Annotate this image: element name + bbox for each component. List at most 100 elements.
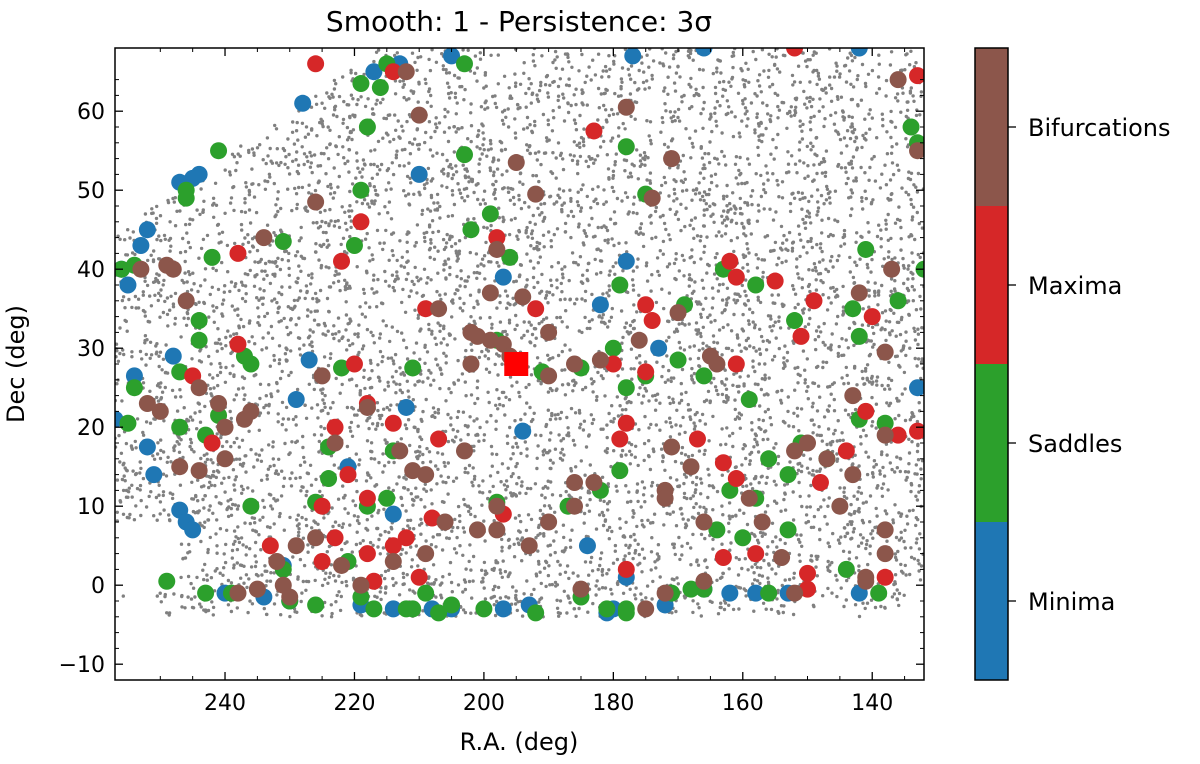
galaxy-point bbox=[869, 339, 873, 343]
galaxy-point bbox=[914, 463, 918, 467]
galaxy-point bbox=[310, 170, 314, 175]
galaxy-point bbox=[757, 573, 762, 577]
galaxy-point bbox=[444, 480, 448, 485]
galaxy-point bbox=[692, 421, 696, 425]
galaxy-point bbox=[243, 197, 247, 201]
galaxy-point bbox=[459, 269, 463, 273]
galaxy-point bbox=[219, 502, 223, 506]
galaxy-point bbox=[690, 453, 695, 458]
galaxy-point bbox=[815, 171, 819, 176]
galaxy-point bbox=[776, 104, 780, 109]
galaxy-point bbox=[796, 190, 801, 195]
galaxy-point bbox=[525, 329, 530, 333]
galaxy-point bbox=[875, 136, 879, 140]
galaxy-point bbox=[243, 454, 247, 458]
galaxy-point bbox=[733, 211, 737, 215]
galaxy-point bbox=[356, 335, 360, 339]
galaxy-point bbox=[580, 101, 584, 105]
galaxy-point bbox=[764, 126, 768, 131]
galaxy-point bbox=[692, 260, 696, 265]
galaxy-point bbox=[226, 499, 230, 503]
galaxy-point bbox=[899, 110, 903, 114]
galaxy-point bbox=[713, 91, 718, 96]
galaxy-point bbox=[797, 148, 802, 152]
galaxy-point bbox=[756, 145, 760, 150]
galaxy-point bbox=[305, 155, 309, 159]
galaxy-point bbox=[647, 65, 651, 69]
galaxy-point bbox=[175, 409, 180, 413]
galaxy-point bbox=[172, 592, 176, 596]
galaxy-point bbox=[264, 394, 268, 398]
galaxy-point bbox=[597, 106, 601, 110]
galaxy-point bbox=[790, 73, 795, 78]
galaxy-point bbox=[895, 466, 899, 470]
galaxy-point bbox=[308, 165, 313, 169]
galaxy-point bbox=[885, 401, 889, 405]
galaxy-point bbox=[445, 343, 449, 347]
galaxy-point bbox=[738, 211, 743, 216]
galaxy-point bbox=[555, 598, 559, 602]
galaxy-point bbox=[659, 447, 664, 451]
galaxy-point bbox=[571, 389, 575, 393]
galaxy-point bbox=[709, 381, 713, 385]
galaxy-point bbox=[486, 106, 490, 110]
galaxy-point bbox=[167, 613, 171, 617]
galaxy-point bbox=[275, 147, 279, 151]
galaxy-point bbox=[371, 543, 375, 547]
galaxy-point bbox=[562, 589, 566, 593]
galaxy-point bbox=[646, 156, 650, 160]
galaxy-point bbox=[550, 411, 554, 416]
galaxy-point bbox=[607, 568, 611, 572]
galaxy-point bbox=[378, 101, 383, 105]
galaxy-point bbox=[701, 341, 705, 345]
galaxy-point bbox=[529, 82, 533, 86]
galaxy-point bbox=[288, 476, 292, 481]
galaxy-point bbox=[665, 354, 669, 358]
galaxy-point bbox=[731, 191, 735, 195]
galaxy-point bbox=[564, 83, 569, 87]
galaxy-point bbox=[522, 592, 526, 596]
galaxy-point bbox=[234, 475, 238, 479]
galaxy-point bbox=[556, 611, 561, 615]
galaxy-point bbox=[703, 448, 707, 453]
galaxy-point bbox=[155, 395, 159, 400]
galaxy-point bbox=[534, 174, 539, 178]
galaxy-point bbox=[763, 362, 767, 366]
galaxy-point bbox=[535, 158, 539, 162]
galaxy-point bbox=[509, 474, 514, 479]
galaxy-point bbox=[790, 249, 795, 253]
galaxy-point bbox=[482, 137, 486, 141]
galaxy-point bbox=[281, 417, 285, 421]
galaxy-point bbox=[756, 153, 761, 157]
galaxy-point bbox=[785, 126, 789, 130]
galaxy-point bbox=[348, 234, 352, 239]
galaxy-point bbox=[556, 94, 561, 98]
galaxy-point bbox=[242, 581, 246, 585]
galaxy-point bbox=[605, 435, 609, 440]
galaxy-point bbox=[447, 387, 451, 391]
galaxy-point bbox=[189, 441, 194, 445]
galaxy-point bbox=[582, 229, 586, 233]
galaxy-point bbox=[377, 537, 381, 542]
galaxy-point bbox=[522, 61, 526, 65]
galaxy-point bbox=[552, 539, 556, 543]
galaxy-point bbox=[556, 353, 561, 358]
galaxy-point bbox=[815, 469, 819, 473]
galaxy-point bbox=[314, 477, 318, 482]
galaxy-point bbox=[820, 231, 824, 235]
galaxy-point bbox=[843, 408, 848, 412]
galaxy-point bbox=[399, 372, 403, 376]
galaxy-point bbox=[155, 237, 159, 242]
galaxy-point bbox=[746, 67, 750, 72]
galaxy-point bbox=[305, 489, 309, 494]
galaxy-point bbox=[557, 105, 561, 109]
galaxy-point bbox=[775, 67, 780, 71]
galaxy-point bbox=[277, 305, 281, 309]
galaxy-point bbox=[340, 382, 344, 387]
galaxy-point bbox=[193, 411, 197, 415]
galaxy-point bbox=[699, 532, 704, 537]
galaxy-point bbox=[865, 378, 870, 382]
galaxy-point bbox=[694, 483, 698, 487]
galaxy-point bbox=[453, 517, 457, 522]
galaxy-point bbox=[643, 163, 647, 167]
